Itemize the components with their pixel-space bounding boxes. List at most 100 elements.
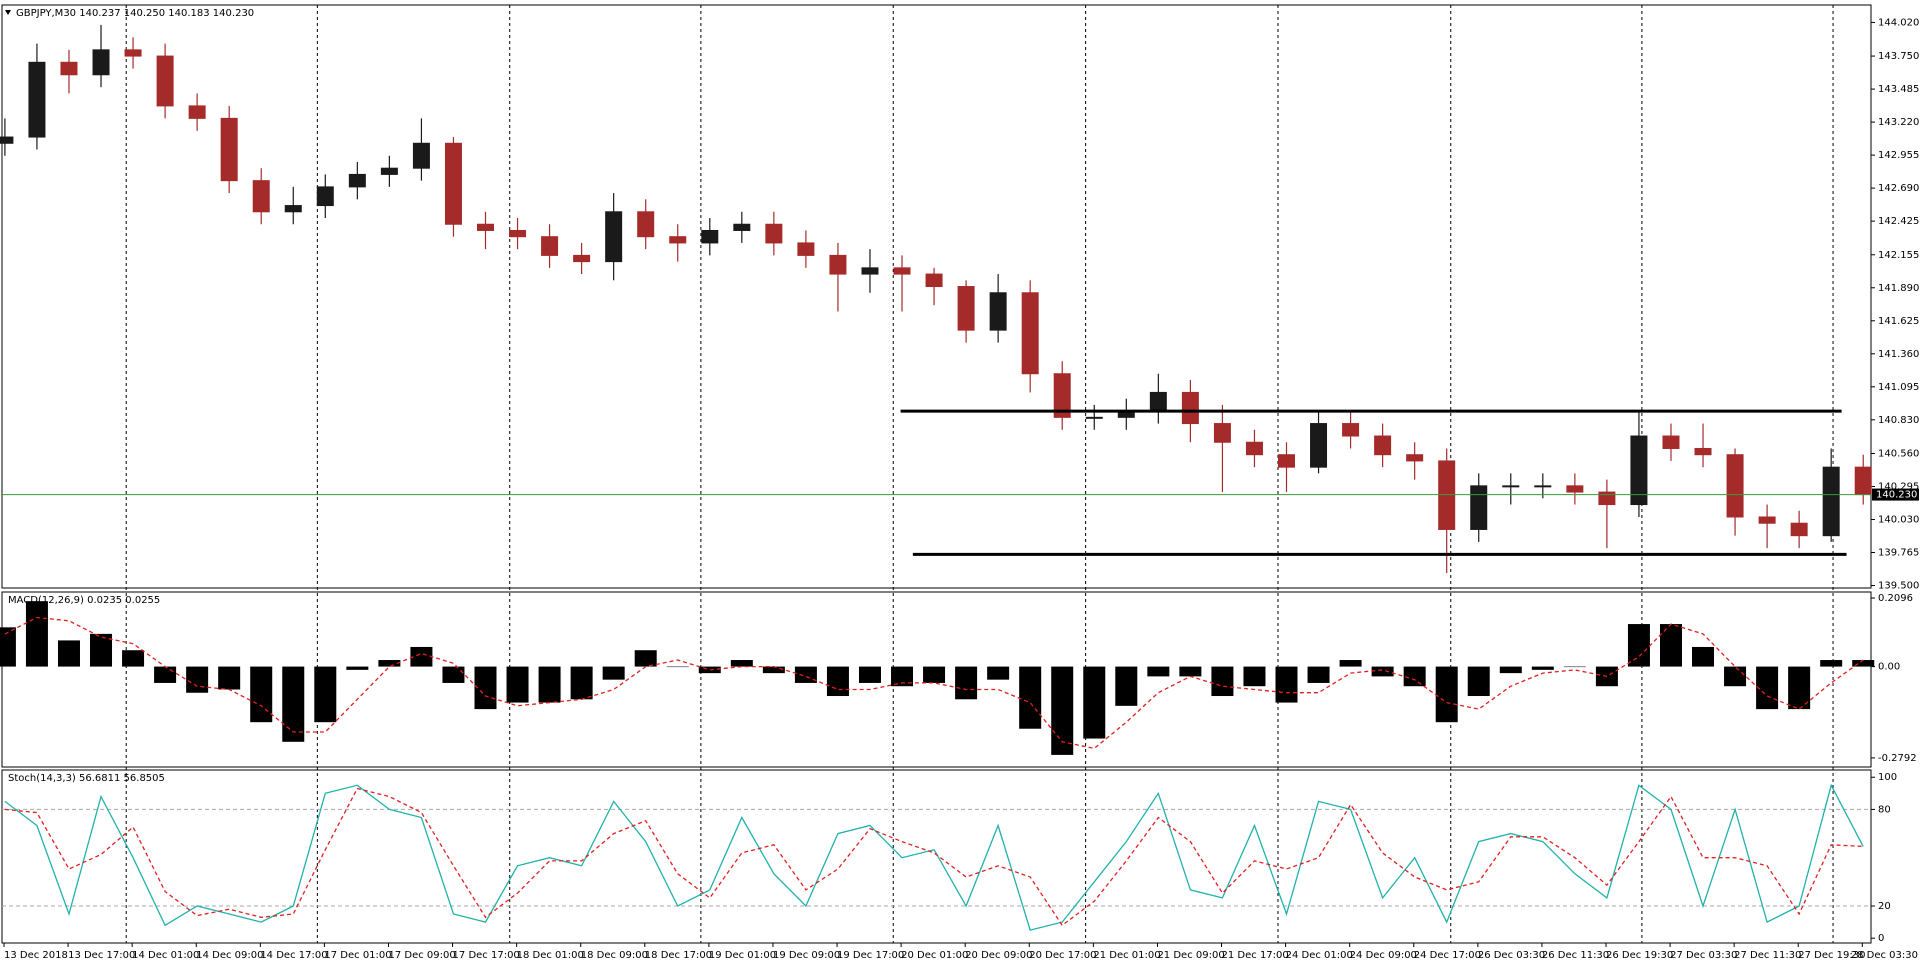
macd-bar <box>666 666 689 668</box>
candle-body <box>1374 435 1392 456</box>
x-tick-label: 21 Dec 09:00 <box>1157 950 1224 961</box>
candle-body <box>0 136 14 144</box>
macd-bar <box>1371 666 1394 677</box>
macd-bar <box>1531 666 1554 670</box>
x-tick-label: 17 Dec 17:00 <box>453 950 520 961</box>
macd-bar <box>602 666 625 680</box>
candle-body <box>957 286 975 331</box>
y-tick-label: 144.020 <box>1878 17 1919 28</box>
candle-body <box>188 105 206 119</box>
x-tick-label: 17 Dec 01:00 <box>324 950 391 961</box>
candle-body <box>60 61 78 76</box>
x-tick-label: 19 Dec 01:00 <box>709 950 776 961</box>
x-tick-label: 18 Dec 01:00 <box>517 950 584 961</box>
candle-body <box>1694 447 1712 456</box>
macd-bar <box>25 601 48 667</box>
macd-bar <box>378 660 401 667</box>
x-tick-label: 21 Dec 01:00 <box>1093 950 1160 961</box>
macd-bar <box>858 666 881 683</box>
macd-bar <box>474 666 497 710</box>
y-tick-label: 142.955 <box>1878 150 1919 161</box>
candle-body <box>1310 423 1328 468</box>
x-tick-label: 24 Dec 01:00 <box>1286 950 1353 961</box>
x-tick-label: 17 Dec 09:00 <box>388 950 455 961</box>
candle-body <box>1790 522 1808 537</box>
macd-bar <box>346 666 369 670</box>
candle-body <box>797 242 815 256</box>
x-tick-label: 20 Dec 17:00 <box>1029 950 1096 961</box>
macd-bar <box>506 666 529 703</box>
macd-bar <box>1243 666 1266 687</box>
candle-body <box>1406 454 1424 462</box>
candle-body <box>92 49 110 76</box>
x-tick-label: 19 Dec 17:00 <box>837 950 904 961</box>
y-tick-label: 0.2096 <box>1878 593 1913 604</box>
candle-body <box>284 205 302 213</box>
macd-bar <box>410 646 433 667</box>
y-tick-label: 139.765 <box>1878 547 1919 558</box>
candle-body <box>1278 454 1295 468</box>
candle-body <box>1534 485 1552 488</box>
x-tick-label: 27 Dec 03:30 <box>1670 950 1737 961</box>
candle-body <box>573 254 591 263</box>
macd-bar <box>730 660 753 667</box>
macd-bar <box>891 666 914 687</box>
stoch-panel <box>1 769 1872 944</box>
candle-body <box>637 211 655 238</box>
macd-bar <box>314 666 337 723</box>
macd-bar <box>1147 666 1170 677</box>
x-tick-label: 26 Dec 03:30 <box>1478 950 1545 961</box>
stoch-title: Stoch(14,3,3) 56.6811 56.8505 <box>8 773 165 784</box>
y-tick-label: -0.2792 <box>1878 753 1917 764</box>
x-tick-label: 13 Dec 17:00 <box>68 950 135 961</box>
macd-bar <box>698 666 721 674</box>
macd-bar <box>1179 666 1202 677</box>
y-tick-label: 143.485 <box>1878 84 1919 95</box>
current-price-box <box>1872 488 1919 501</box>
macd-bar <box>794 666 817 683</box>
macd-bar <box>1051 666 1074 755</box>
x-tick-label: 26 Dec 11:30 <box>1542 950 1609 961</box>
candle-body <box>156 55 174 107</box>
candle-body <box>1598 491 1616 506</box>
macd-bar <box>1307 666 1330 683</box>
y-tick-label: 140.830 <box>1878 415 1919 426</box>
macd-bar <box>1563 666 1586 668</box>
macd-bar <box>442 666 465 683</box>
candle-body <box>477 223 494 231</box>
x-tick-label: 27 Dec 19:30 <box>1798 950 1865 961</box>
candle-body <box>1726 454 1744 518</box>
current-price-label: 140.230 <box>1876 490 1917 501</box>
x-tick-label: 26 Dec 19:30 <box>1606 950 1673 961</box>
macd-bar <box>570 666 593 700</box>
stoch-main-line <box>4 783 1864 931</box>
x-tick-label: 21 Dec 17:00 <box>1222 950 1289 961</box>
y-tick-label: 141.360 <box>1878 349 1919 360</box>
macd-bar <box>90 633 113 667</box>
macd-bar <box>1820 660 1843 667</box>
macd-bar <box>1756 666 1779 710</box>
y-tick-label: 142.155 <box>1878 250 1919 261</box>
candle-body <box>1854 466 1872 496</box>
macd-bar <box>218 666 241 690</box>
candle-body <box>28 61 46 138</box>
candle-body <box>1566 485 1584 493</box>
x-tick-label: 14 Dec 01:00 <box>132 950 199 961</box>
macd-bar <box>250 666 273 723</box>
y-tick-label: 140.560 <box>1878 448 1919 459</box>
y-tick-label: 141.890 <box>1878 283 1919 294</box>
x-tick-label: 14 Dec 09:00 <box>196 950 263 961</box>
macd-bar <box>1115 666 1138 706</box>
y-tick-label: 141.625 <box>1878 316 1919 327</box>
price-panel <box>1 4 1872 589</box>
candle-body <box>1662 435 1680 449</box>
candle-body <box>220 117 238 182</box>
y-tick-label: 100 <box>1878 772 1897 783</box>
candle-body <box>1822 466 1840 537</box>
y-tick-label: 80 <box>1878 804 1891 815</box>
candle-body <box>252 180 270 213</box>
candle-body <box>541 236 559 256</box>
candle-body <box>1502 485 1520 488</box>
macd-bar <box>1435 666 1458 723</box>
